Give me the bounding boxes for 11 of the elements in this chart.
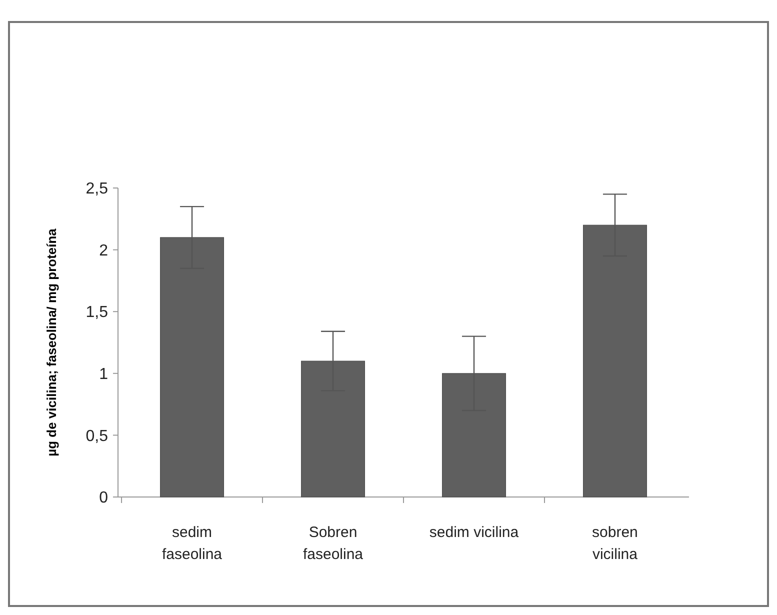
x-tick-label: Sobren faseolina	[302, 524, 364, 563]
x-tick-label: sedim vicilina	[429, 524, 520, 541]
y-tick-label: 1	[99, 366, 108, 383]
y-tick-label: 2	[99, 242, 108, 260]
y-tick-label: 0,5	[86, 428, 108, 445]
y-axis-title: µg de vicilina; faseolina/ mg proteína	[44, 228, 59, 456]
y-tick-label: 0	[99, 490, 108, 507]
x-tick-label: sedim faseolina	[162, 524, 223, 563]
y-tick-label: 2,5	[86, 180, 108, 198]
x-tick-label: sobren vicilina	[592, 524, 638, 563]
y-tick-label: 1,5	[86, 304, 108, 322]
